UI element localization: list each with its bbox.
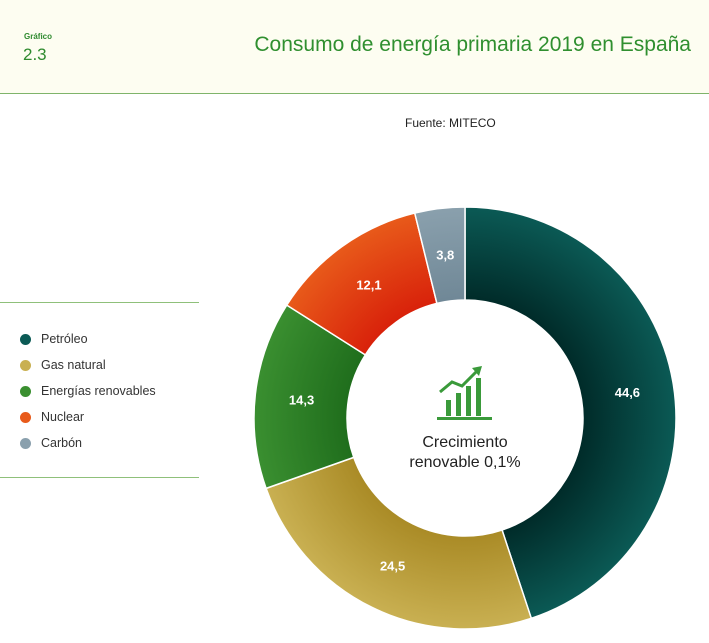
legend-label: Petróleo [41,332,88,346]
legend-label: Nuclear [41,410,85,424]
legend-swatch [20,385,31,397]
legend-item-nuclear: Nuclear [20,409,84,425]
center-text-line1: Crecimiento [422,434,507,451]
legend-swatch [20,437,31,449]
legend-swatch [20,359,31,371]
source-note: Fuente: MITECO [405,116,496,130]
chart-title: Consumo de energía primaria 2019 en Espa… [254,33,691,56]
legend-item-renovables: Energías renovables [20,383,156,399]
slice-label-petroleo: 44,6 [615,385,640,400]
header: Gráfico 2.3 Consumo de energía primaria … [0,0,709,94]
growth-chart-icon [437,366,492,420]
legend: Petróleo Gas natural Energías renovables… [0,302,199,478]
legend-item-carbon: Carbón [20,435,82,451]
legend-item-gas-natural: Gas natural [20,357,106,373]
slice-label-nuclear: 12,1 [356,277,381,292]
legend-label: Gas natural [41,358,106,372]
legend-item-petroleo: Petróleo [20,331,88,347]
figure-label: Gráfico [24,32,53,41]
slice-label-carbon: 3,8 [436,248,454,263]
legend-swatch [20,411,31,423]
slice-label-gas-natural: 24,5 [380,559,405,574]
legend-label: Energías renovables [41,384,156,398]
slice-label-renovables: 14,3 [289,393,314,408]
center-text-line2: renovable 0,1% [409,454,520,471]
figure-number: 2.3 [23,45,47,64]
legend-swatch [20,333,31,345]
legend-label: Carbón [41,436,82,450]
